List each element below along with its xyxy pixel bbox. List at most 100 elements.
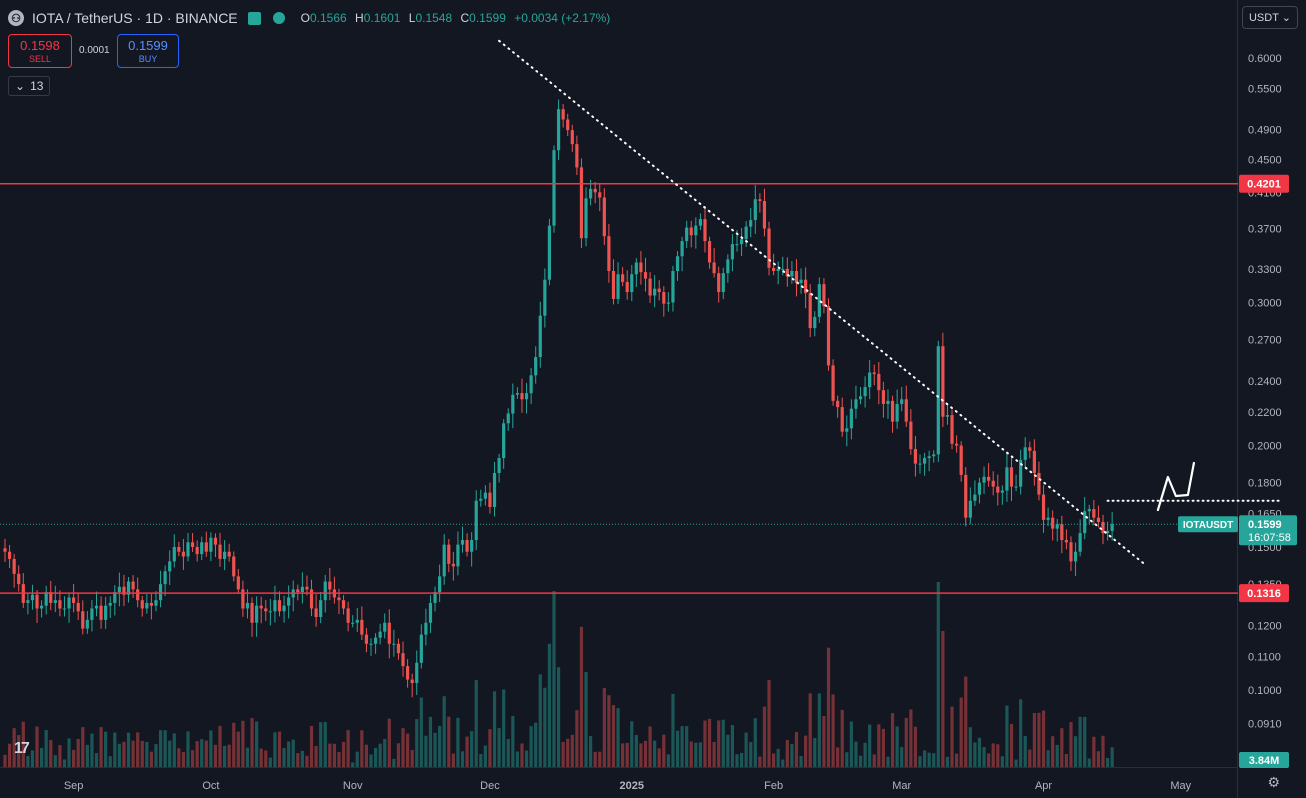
indicators-count: 13	[30, 79, 44, 93]
candle-body	[1105, 530, 1110, 534]
volume-bar	[186, 731, 190, 767]
drawings[interactable]	[498, 39, 1284, 565]
candle-body	[502, 423, 506, 459]
candle-body	[758, 199, 762, 202]
volume-bar	[817, 693, 821, 767]
volume-bar	[1041, 710, 1046, 767]
candle-body	[1019, 459, 1023, 487]
symbol-header[interactable]: ⚇ IOTA / TetherUS · 1D · BINANCE O0.1566…	[8, 8, 615, 28]
symbol-title[interactable]: IOTA / TetherUS · 1D · BINANCE	[32, 10, 238, 26]
price-tick-label: 0.2000	[1248, 441, 1282, 453]
candle-body	[323, 581, 327, 601]
candle-body	[442, 544, 446, 577]
candle-body	[62, 608, 67, 610]
currency-button[interactable]: USDT ⌄	[1241, 6, 1298, 29]
volume-bar	[140, 740, 144, 767]
candle-body	[735, 244, 739, 246]
candle-body	[950, 415, 954, 444]
candle-body	[369, 643, 373, 645]
volume-bar	[744, 732, 748, 767]
volume-bar	[941, 631, 945, 767]
volume-bar	[840, 709, 844, 767]
volume-bar	[785, 740, 789, 767]
candle-body	[1032, 450, 1036, 474]
price-axis[interactable]: 0.60000.55000.49000.45000.41000.37000.33…	[1248, 53, 1282, 765]
volume-bar	[268, 757, 272, 767]
volume-bar	[346, 730, 350, 767]
volume-bar	[602, 687, 606, 767]
buy-label: BUY	[138, 54, 158, 64]
candle-body	[351, 622, 355, 624]
hand-drawn-projection-arrow	[1156, 461, 1195, 512]
time-tick-label: 2025	[620, 780, 644, 792]
candle-body	[209, 537, 213, 552]
horizontal-levels[interactable]	[0, 182, 1238, 594]
volume-bar	[625, 742, 629, 767]
volume-bar	[387, 718, 391, 767]
volume-bar	[762, 706, 767, 767]
volume-bar	[982, 747, 986, 767]
volume-bar	[858, 755, 863, 767]
candle-body	[1005, 467, 1009, 491]
volume-bar	[264, 750, 268, 767]
candle-body	[465, 539, 469, 552]
volume-bar	[90, 733, 94, 767]
candle-body	[707, 241, 712, 263]
volume-bar	[730, 725, 735, 767]
volume-bar	[72, 749, 76, 767]
volume-bar	[447, 716, 451, 767]
volume-bar	[607, 695, 611, 767]
volume-bar	[40, 747, 44, 767]
candle-body	[959, 445, 963, 475]
volume-bar	[543, 687, 547, 767]
time-tick-label: Nov	[343, 780, 363, 792]
volume-bar	[826, 647, 831, 767]
candle-body	[1092, 509, 1096, 518]
candle-body	[149, 602, 153, 606]
volume-bar	[85, 744, 89, 767]
price-tick-label: 0.5500	[1248, 84, 1282, 96]
settings-gear-icon[interactable]: ⚙	[1267, 774, 1280, 790]
volume-bar	[804, 735, 808, 767]
candle-body	[868, 372, 872, 388]
volume-bar	[424, 735, 428, 767]
level-price-label: 0.4201	[1247, 179, 1281, 191]
candle-body	[900, 399, 904, 404]
candle-body	[968, 500, 972, 518]
volume-bar	[653, 740, 657, 767]
indicators-toggle[interactable]: ⌄ 13	[8, 76, 51, 96]
candle-body	[1110, 524, 1114, 531]
candle-body	[799, 279, 803, 284]
ohlc-high-label: H	[355, 11, 364, 25]
candle-body	[593, 188, 597, 193]
candle-body	[685, 227, 689, 242]
candle-body	[941, 346, 945, 417]
price-tick-label: 0.1100	[1248, 651, 1281, 663]
volume-bar	[126, 732, 131, 767]
time-tick-label: Mar	[892, 780, 911, 792]
candle-body	[200, 542, 204, 555]
candle-body	[30, 594, 35, 601]
time-tick-label: Feb	[764, 780, 783, 792]
volume-bar	[181, 752, 186, 767]
time-tick-label: Dec	[480, 780, 500, 792]
volume-bar	[529, 726, 533, 767]
candle-body	[762, 201, 767, 229]
sell-button[interactable]: 0.1598 SELL	[8, 34, 72, 68]
price-tick-label: 0.1200	[1248, 621, 1282, 633]
volume-bar	[145, 741, 149, 767]
volume-bar	[845, 752, 849, 767]
buy-button[interactable]: 0.1599 BUY	[117, 34, 179, 68]
volume-bar	[287, 741, 291, 767]
volume-bar	[611, 705, 616, 767]
volume-bar	[1009, 723, 1014, 767]
candle-body	[113, 592, 117, 603]
candle-body	[232, 556, 236, 577]
volume-bar	[1064, 753, 1068, 767]
tradingview-logo-icon[interactable]: 17	[14, 740, 30, 757]
volume-bar	[643, 740, 648, 767]
time-axis[interactable]: Sep Oct Nov Dec 2025 Feb Mar Apr May	[64, 780, 1192, 792]
volume-bar	[767, 679, 771, 767]
candle-body	[657, 288, 661, 293]
